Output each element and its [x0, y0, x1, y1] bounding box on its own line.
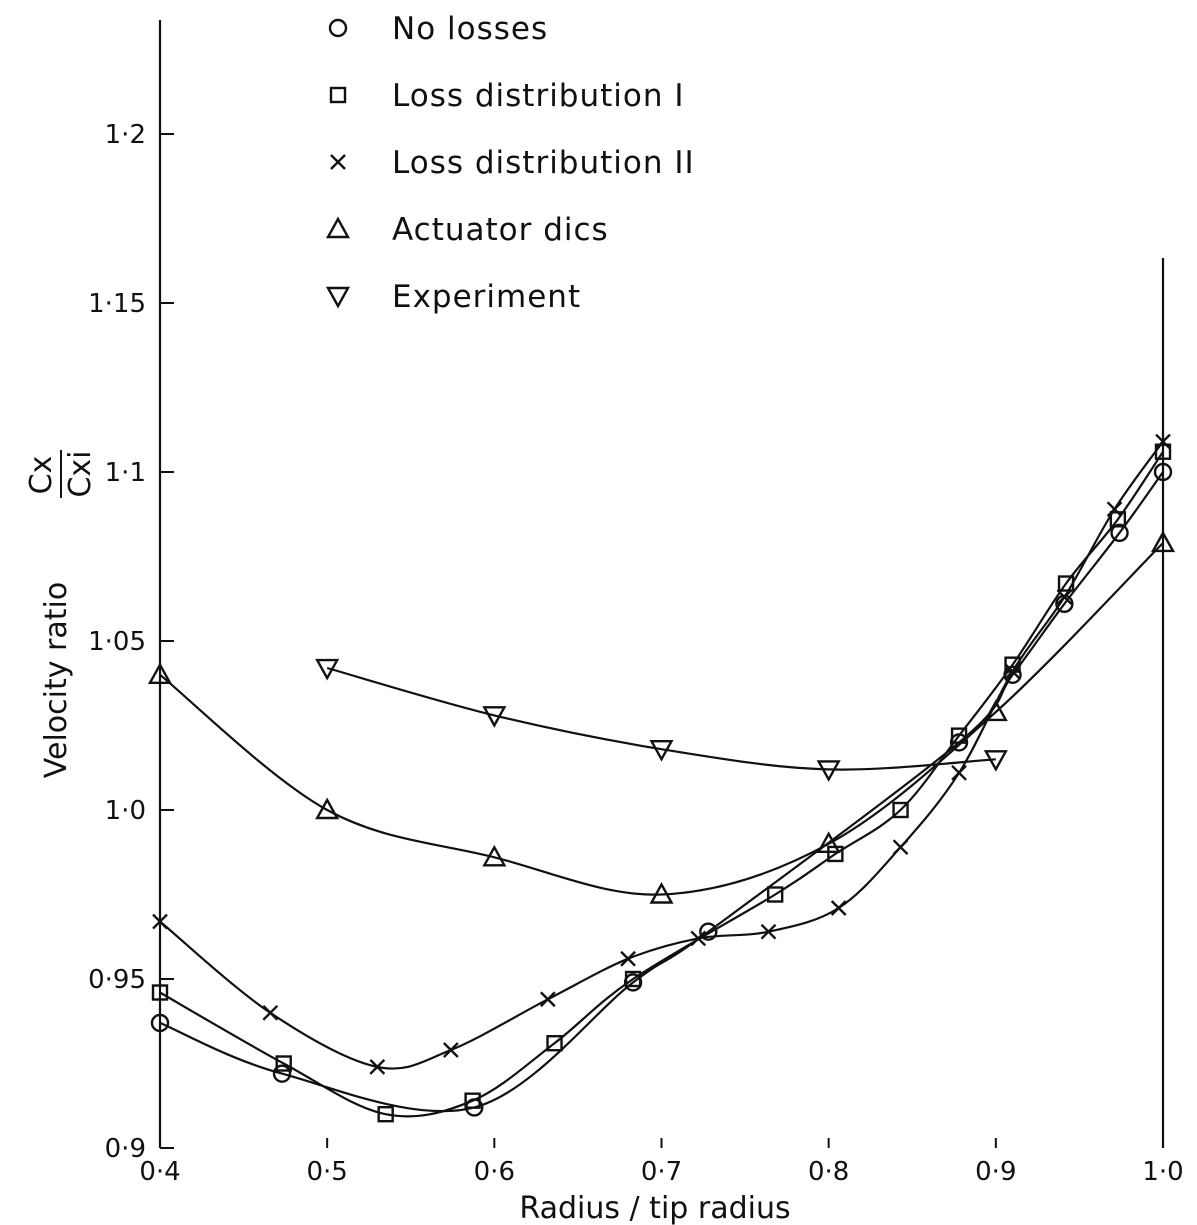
actuator-dics-point: [983, 699, 1008, 722]
y-tick-label: 1·15: [88, 289, 146, 319]
x-tick-label: 0·8: [808, 1157, 849, 1187]
no-losses-point: [1003, 665, 1022, 684]
legend-label: Experiment: [392, 279, 581, 315]
loss-distribution-i-point: [546, 1035, 563, 1052]
axis-labels: Radius / tip radius Velocity ratio Cx Cx…: [24, 450, 791, 1225]
loss-distribution-i-point: [464, 1092, 481, 1109]
loss-distribution-i-point: [1057, 575, 1075, 592]
loss-distribution-ii-point: [690, 930, 707, 947]
experiment-point: [816, 760, 841, 782]
loss-distribution-i-point: [377, 1105, 394, 1123]
experiment-curve: [326, 666, 996, 771]
loss-distribution-ii-point: [892, 839, 909, 856]
x-tick-label: 0·6: [474, 1157, 515, 1187]
actuator-dics-curve: [159, 542, 1164, 896]
x-tick-label: 0·5: [306, 1157, 347, 1187]
loss-distribution-i-point: [275, 1055, 292, 1072]
series-curves: [159, 440, 1164, 1118]
actuator-dics-point: [315, 797, 340, 820]
loss-distribution-ii-curve: [159, 440, 1164, 1070]
loss-distribution-i-curve: [159, 451, 1164, 1118]
legend-item-experiment: Experiment: [325, 279, 581, 315]
loss-distribution-ii-point: [539, 991, 556, 1008]
legend-label: Actuator dics: [392, 212, 609, 248]
x-tick-label: 0·9: [975, 1157, 1016, 1187]
loss-distribution-ii-point: [1056, 589, 1073, 605]
loss-distribution-i-point: [1154, 443, 1172, 460]
loss-distribution-ii-point: [369, 1059, 386, 1075]
no-losses-point: [150, 1013, 170, 1033]
experiment-point: [482, 706, 507, 728]
legend-item-loss-distribution-i: Loss distribution I: [329, 78, 685, 114]
y-axis-label-numerator: Cx: [24, 456, 59, 495]
legend-marker-cross: [330, 154, 346, 170]
x-tick-label: 1·0: [1142, 1157, 1183, 1187]
legend-marker-triangle-down: [325, 286, 351, 309]
no-losses-point: [1110, 523, 1129, 543]
loss-distribution-ii-point: [443, 1042, 459, 1058]
no-losses-point: [1153, 462, 1173, 482]
legend-item-no-losses: No losses: [328, 11, 548, 47]
y-axis-label: Velocity ratio Cx Cxi: [24, 450, 98, 778]
actuator-dics-point: [1150, 530, 1176, 553]
experiment-point: [315, 658, 340, 681]
y-tick-label: 0·9: [105, 1134, 146, 1164]
actuator-dics-point: [816, 831, 841, 853]
actuator-dics-point: [649, 882, 674, 904]
legend: No losses Loss distribution I Loss distrib…: [325, 11, 695, 315]
loss-distribution-ii-point: [830, 900, 847, 916]
no-losses-point: [699, 922, 718, 941]
legend-label: Loss distribution I: [392, 78, 685, 114]
y-axis-label-denominator: Cxi: [63, 450, 98, 497]
loss-distribution-ii-point: [760, 923, 777, 940]
loss-distribution-ii-point: [262, 1004, 279, 1021]
no-losses-curve: [159, 471, 1164, 1113]
legend-label: Loss distribution II: [392, 145, 695, 181]
loss-distribution-ii-point: [620, 950, 636, 967]
experiment-point: [983, 750, 1008, 772]
legend-label: No losses: [392, 11, 548, 47]
series-markers: [147, 433, 1176, 1123]
x-tick-label: 0·4: [139, 1157, 180, 1187]
x-axis-label: Radius / tip radius: [519, 1191, 790, 1225]
axes: [158, 20, 1165, 1148]
loss-distribution-i-point: [624, 970, 642, 988]
y-tick-label: 0·95: [88, 965, 146, 995]
legend-item-loss-distribution-ii: Loss distribution II: [330, 145, 695, 181]
no-losses-point: [272, 1064, 292, 1083]
legend-marker-circle: [328, 18, 348, 38]
loss-distribution-ii-point: [951, 764, 967, 781]
tick-marks: 0·9 0·95 1·0 1·05 1·1 1·15 1·2 0·4 0·5 0·6 0·7 0·8 0…: [88, 120, 1184, 1187]
y-axis-label-prefix: Velocity ratio: [39, 582, 74, 778]
loss-distribution-i-point: [766, 886, 784, 903]
y-tick-label: 1·2: [105, 120, 146, 150]
loss-distribution-i-point: [892, 801, 909, 819]
y-tick-label: 1·0: [105, 796, 146, 826]
loss-distribution-ii-point: [1106, 501, 1123, 518]
experiment-point: [649, 739, 674, 762]
loss-distribution-ii-point: [1004, 663, 1021, 680]
loss-distribution-i-point: [151, 984, 169, 1001]
legend-marker-square: [329, 86, 347, 104]
loss-distribution-ii-point: [1155, 433, 1171, 450]
y-tick-label: 1·1: [105, 458, 146, 488]
legend-item-actuator-dics: Actuator dics: [325, 212, 609, 248]
legend-marker-triangle-up: [325, 216, 351, 239]
y-tick-label: 1·05: [88, 627, 146, 657]
loss-distribution-i-point: [950, 727, 968, 744]
actuator-dics-point: [147, 662, 173, 684]
actuator-dics-point: [482, 844, 507, 867]
loss-distribution-ii-point: [152, 913, 168, 930]
x-tick-label: 0·7: [641, 1157, 682, 1187]
